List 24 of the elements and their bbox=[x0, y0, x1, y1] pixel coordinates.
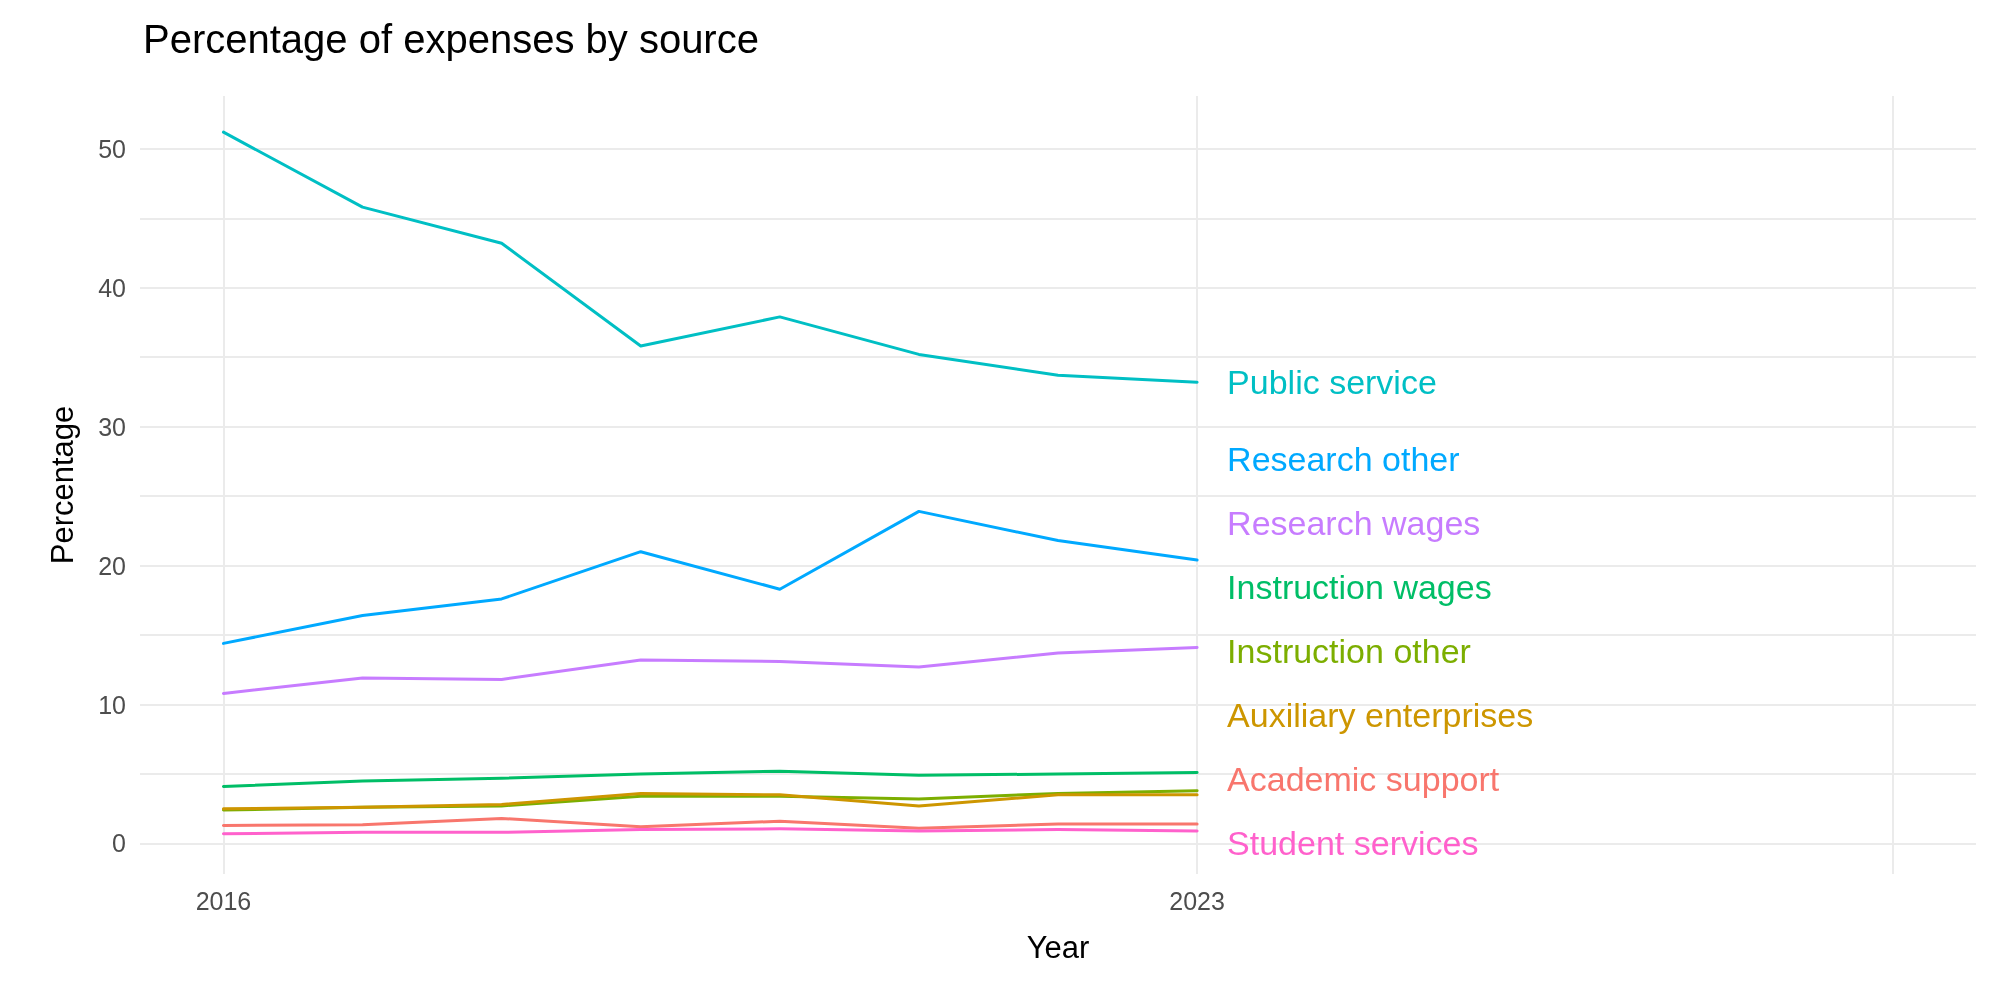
text: Research other bbox=[1227, 440, 1460, 478]
series-label: Public service bbox=[1227, 363, 1437, 402]
y-tick-label: 10 bbox=[98, 690, 126, 719]
x-tick-label: 2016 bbox=[195, 886, 252, 915]
y-tick-label: 30 bbox=[98, 412, 126, 441]
text: Instruction other bbox=[1227, 632, 1471, 670]
series-label: Student services bbox=[1227, 824, 1479, 862]
y-tick-label: 40 bbox=[98, 273, 126, 302]
x-tick-label: 2023 bbox=[1169, 886, 1225, 915]
series-label: Auxiliary enterprises bbox=[1227, 696, 1534, 734]
line-series bbox=[221, 769, 1199, 788]
y-axis-title: Percentage bbox=[45, 405, 80, 565]
line-series bbox=[221, 130, 1199, 384]
series-label: Academic support bbox=[1227, 760, 1500, 798]
text: Research wages bbox=[1227, 504, 1481, 542]
y-tick-label: 0 bbox=[112, 829, 126, 858]
y-tick-label: 50 bbox=[98, 134, 126, 163]
line-series bbox=[221, 816, 1199, 830]
text: Instruction wages bbox=[1227, 568, 1492, 606]
line-series bbox=[221, 509, 1199, 645]
line-series bbox=[221, 646, 1199, 695]
y-tick-label: 20 bbox=[98, 551, 126, 580]
x-axis-title: Year bbox=[1026, 930, 1090, 965]
chart-title: Percentage of expenses by source bbox=[143, 17, 759, 61]
